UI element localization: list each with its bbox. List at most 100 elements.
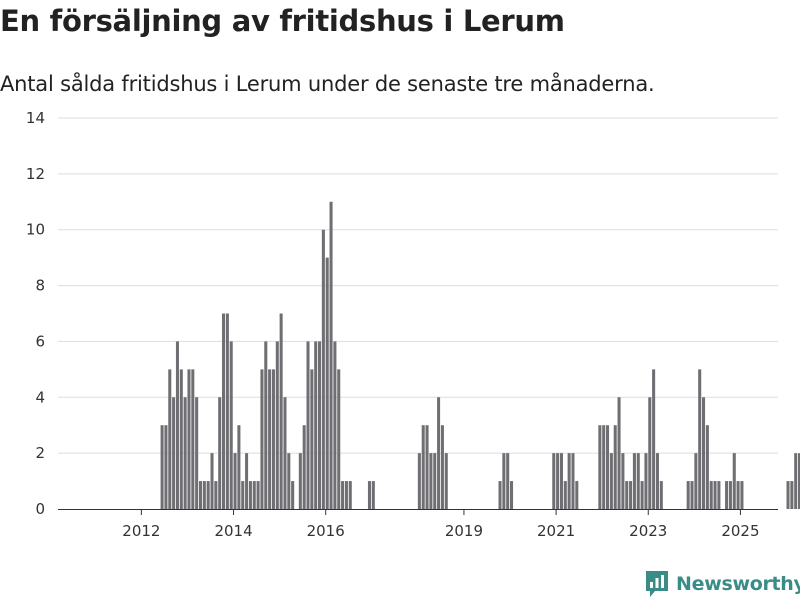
- page-title: En försäljning av fritidshus i Lerum: [0, 4, 565, 38]
- newsworthy-brand: Newsworthy: [644, 569, 800, 599]
- bar: [248, 481, 252, 509]
- bar: [798, 453, 800, 509]
- bar: [214, 481, 218, 509]
- x-tick-label: 2012: [122, 522, 160, 540]
- bar: [206, 481, 210, 509]
- bar: [636, 453, 640, 509]
- bar: [713, 481, 717, 509]
- x-tick-label: 2014: [214, 522, 252, 540]
- bar: [237, 425, 241, 509]
- bar: [510, 481, 514, 509]
- bar: [314, 341, 318, 509]
- bar: [736, 481, 740, 509]
- bar: [686, 481, 690, 509]
- bar: [502, 453, 506, 509]
- bar: [690, 481, 694, 509]
- bar: [175, 341, 179, 509]
- bar: [621, 453, 625, 509]
- y-tick-label: 0: [35, 500, 45, 518]
- bar: [606, 425, 610, 509]
- bar: [437, 397, 441, 509]
- bar: [625, 481, 629, 509]
- bar: [425, 425, 429, 509]
- x-tick-label: 2021: [537, 522, 575, 540]
- bar: [740, 481, 744, 509]
- page-subtitle: Antal sålda fritidshus i Lerum under de …: [0, 72, 655, 96]
- bar: [709, 481, 713, 509]
- bar: [164, 425, 168, 509]
- bar: [298, 453, 302, 509]
- bar: [183, 397, 187, 509]
- bar: [609, 453, 613, 509]
- bar: [552, 453, 556, 509]
- bar: [648, 397, 652, 509]
- bar: [613, 425, 617, 509]
- newsworthy-logo-icon: [646, 571, 668, 597]
- bar: [283, 397, 287, 509]
- bar: [287, 453, 291, 509]
- bar: [429, 453, 433, 509]
- bar-chart: 1 0 2 4 6 8 10 12 14 2012 2014 2016 2019 2021 2023 202…: [26, 109, 800, 540]
- bar: [728, 481, 732, 509]
- bar: [417, 453, 421, 509]
- bar: [644, 453, 648, 509]
- bar: [694, 453, 698, 509]
- bar: [598, 425, 602, 509]
- bar: [191, 369, 195, 509]
- bar: [233, 453, 237, 509]
- bar: [790, 481, 794, 509]
- bar: [187, 369, 191, 509]
- y-tick-label: 10: [26, 221, 45, 239]
- bar: [198, 481, 203, 509]
- grid-lines: [58, 117, 778, 454]
- bar: [617, 397, 621, 509]
- y-tick-label: 12: [26, 165, 45, 183]
- bar: [421, 425, 425, 509]
- bar: [160, 425, 164, 509]
- y-tick-label: 4: [35, 388, 45, 406]
- bar: [702, 397, 706, 509]
- bars: 1: [160, 201, 800, 509]
- bar: [333, 341, 337, 509]
- bar: [329, 201, 333, 509]
- bar: [310, 369, 314, 509]
- bar: [260, 369, 264, 509]
- bar: [655, 453, 659, 509]
- bar: [575, 481, 579, 509]
- bar: [717, 481, 721, 509]
- bar: [245, 453, 249, 509]
- bar: [786, 481, 790, 509]
- bar: [498, 481, 502, 509]
- bar: [732, 453, 736, 509]
- brand-name: Newsworthy: [676, 573, 800, 595]
- bar: [252, 481, 256, 509]
- bar: [337, 369, 341, 509]
- bar: [218, 397, 222, 509]
- bar: [271, 369, 275, 509]
- bar: [168, 369, 172, 509]
- bar: [291, 481, 295, 509]
- bar: [602, 425, 606, 509]
- bar: [444, 453, 448, 509]
- bar: [705, 425, 709, 509]
- bar: [571, 453, 575, 509]
- bar: [321, 229, 325, 509]
- bar: [506, 453, 510, 509]
- x-tick-label: 2023: [629, 522, 667, 540]
- bar: [225, 313, 229, 509]
- bar: [268, 369, 272, 509]
- x-tick-label: 2025: [721, 522, 759, 540]
- bar: [567, 453, 571, 509]
- bar: [344, 481, 348, 509]
- bar: [195, 397, 199, 509]
- bar: [275, 341, 279, 509]
- bar: [325, 257, 329, 509]
- bar: [229, 341, 233, 509]
- bar: [241, 481, 245, 509]
- bar: [725, 481, 729, 509]
- axes: 0 2 4 6 8 10 12 14 2012 2014 2016 2019 2021 2023 2025: [26, 109, 778, 540]
- bar: [371, 481, 375, 509]
- bar: [440, 425, 444, 509]
- bar: [794, 453, 798, 509]
- bar: [264, 341, 268, 509]
